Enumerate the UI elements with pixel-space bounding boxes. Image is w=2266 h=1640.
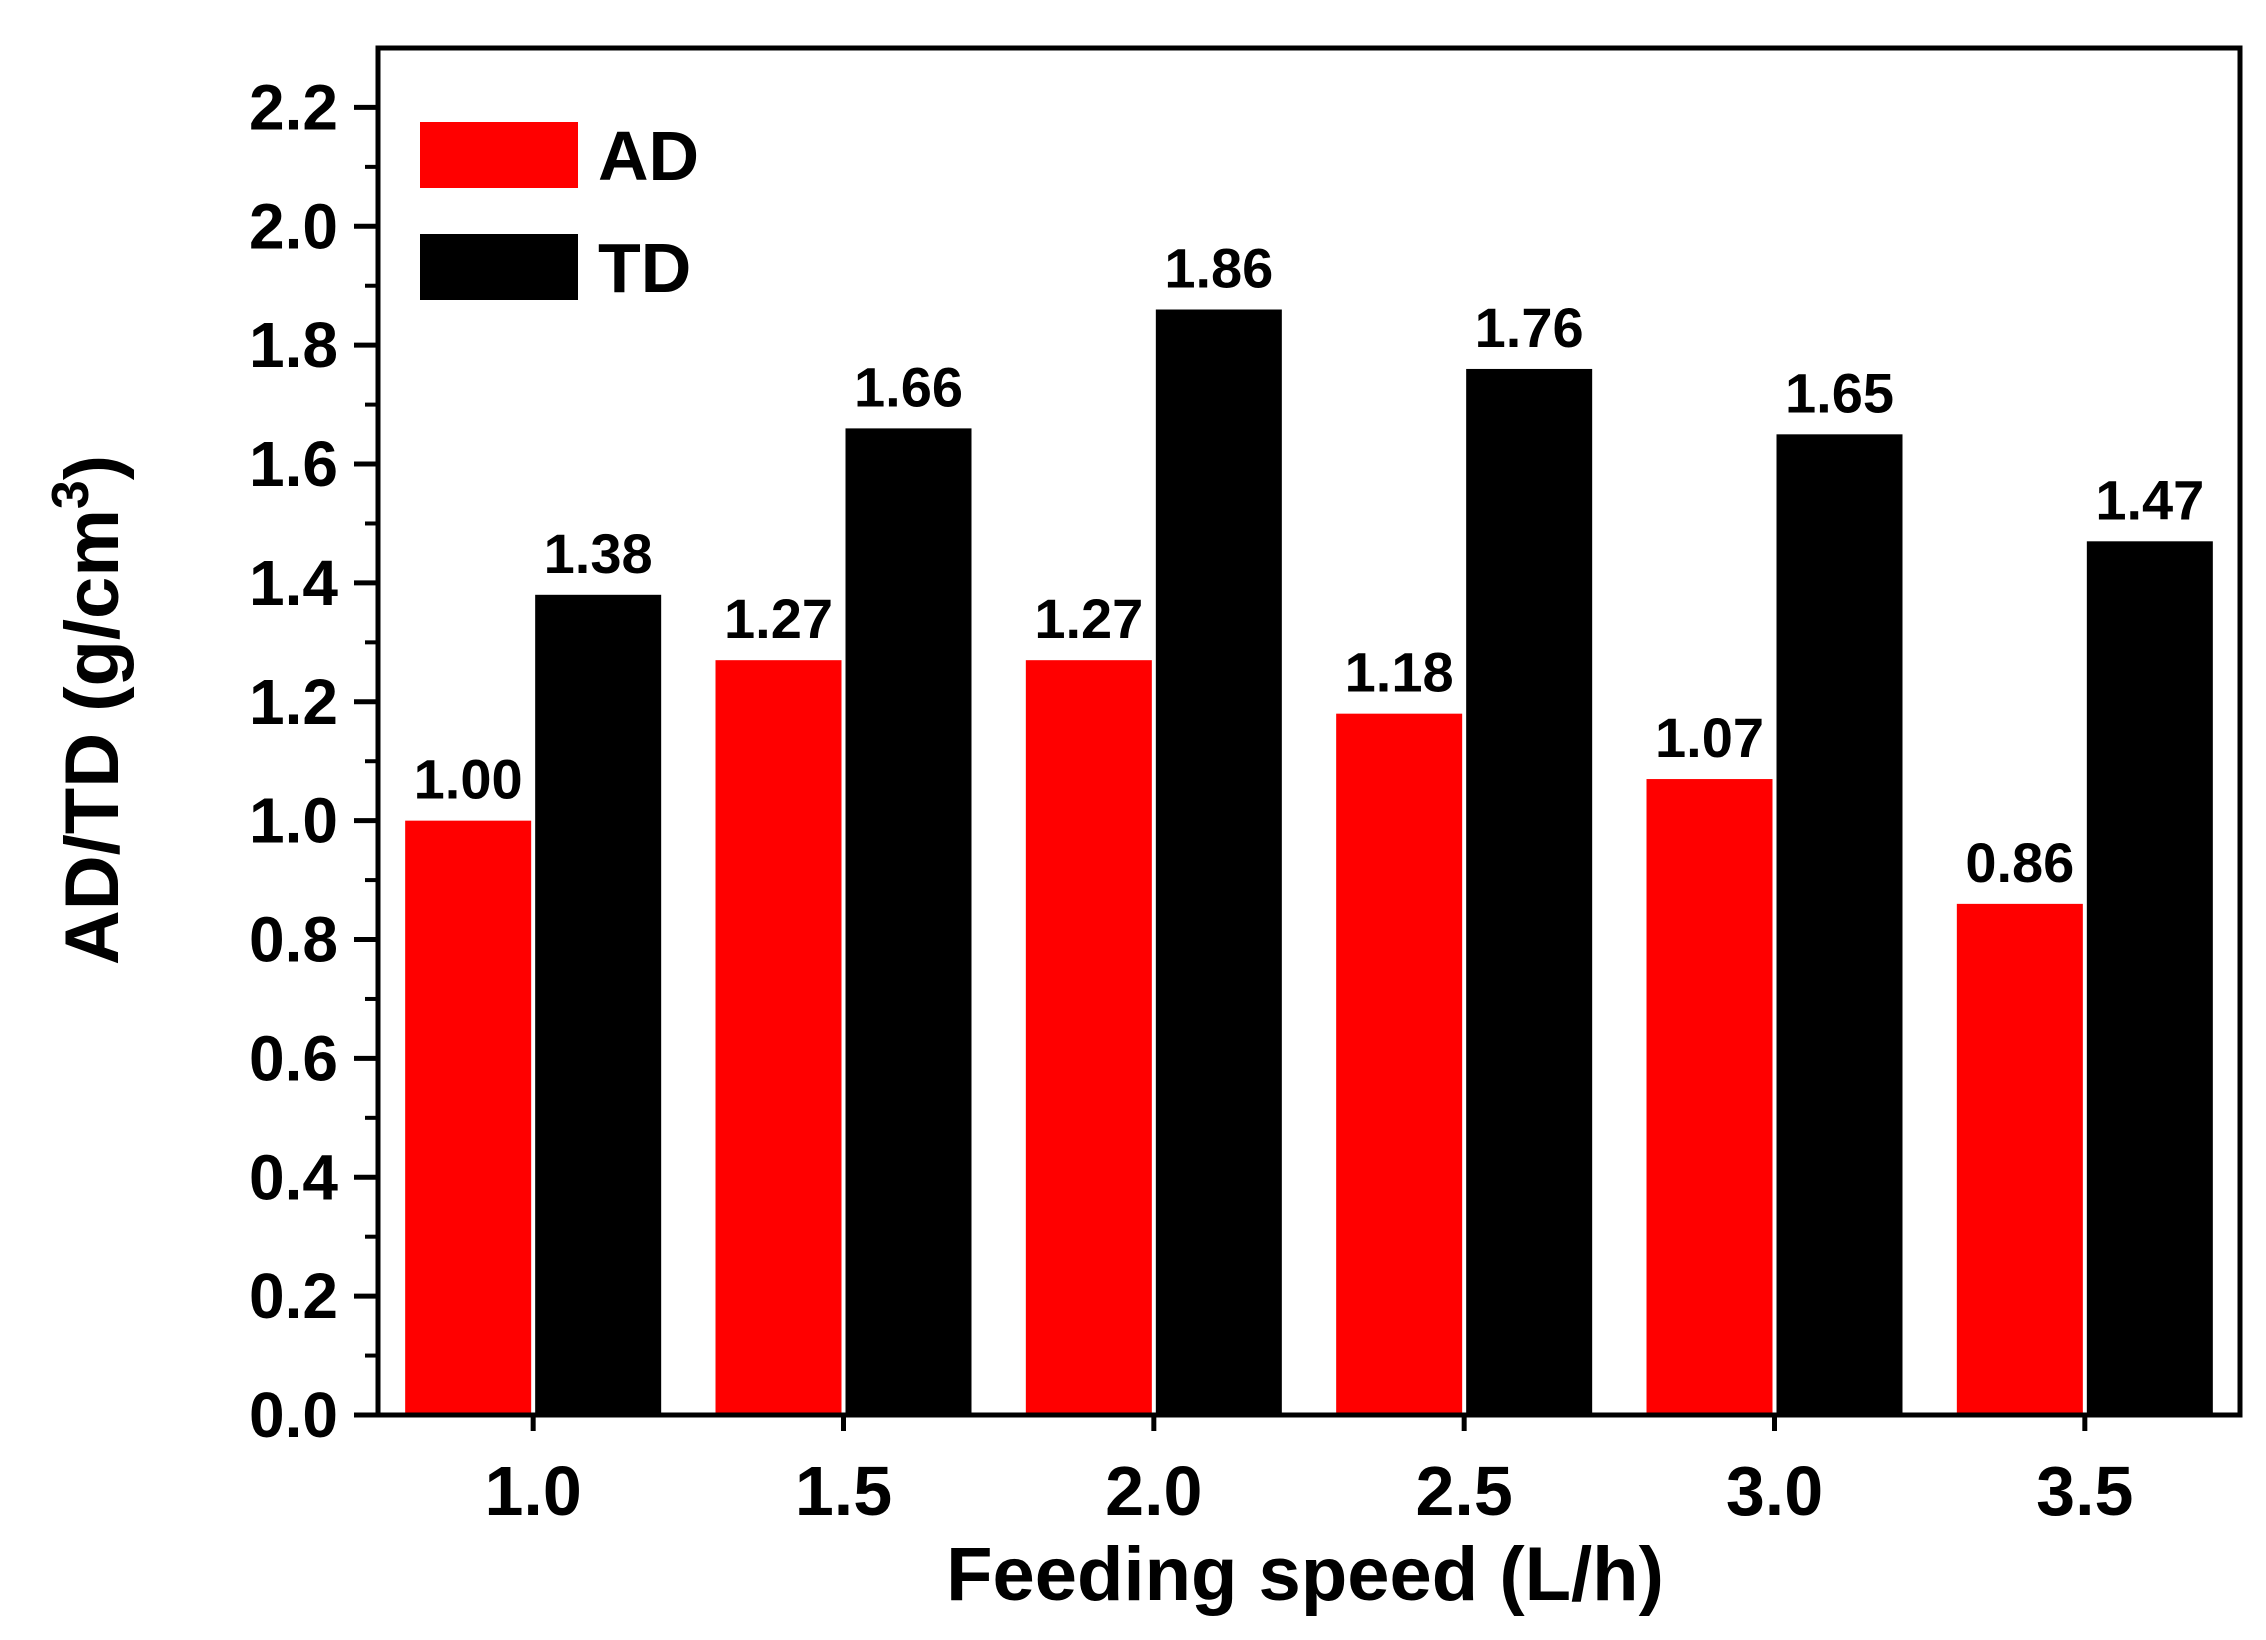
bar-ad-3.0 (1646, 779, 1773, 1415)
legend-label-ad: AD (598, 117, 699, 195)
data-label-td-2.5: 1.76 (1475, 296, 1584, 359)
bar-ad-2.5 (1336, 713, 1463, 1415)
bar-ad-1.5 (715, 660, 842, 1415)
y-axis-title-close: ) (50, 455, 135, 480)
data-label-ad-1.5: 1.27 (724, 587, 833, 650)
legend-label-td: TD (598, 229, 691, 307)
legend-swatch-td (420, 234, 578, 300)
y-tick-label-0.8: 0.8 (249, 904, 338, 976)
data-label-ad-3.5: 0.86 (1965, 831, 2074, 894)
data-label-ad-3.0: 1.07 (1655, 706, 1764, 769)
x-tick-label-1.5: 1.5 (795, 1452, 892, 1530)
y-tick-label-0.4: 0.4 (249, 1141, 338, 1213)
bar-ad-1.0 (405, 820, 532, 1415)
x-tick-label-1.0: 1.0 (485, 1452, 582, 1530)
y-tick-label-2.2: 2.2 (249, 71, 338, 143)
y-axis-title: AD/TD (g/cm3) (42, 455, 135, 965)
data-label-td-1.5: 1.66 (854, 355, 963, 418)
bar-td-2.0 (1155, 309, 1282, 1415)
bar-ad-3.5 (1956, 903, 2083, 1415)
x-tick-label-2.0: 2.0 (1105, 1452, 1202, 1530)
y-tick-label-1.8: 1.8 (249, 309, 338, 381)
x-tick-label-3.0: 3.0 (1726, 1452, 1823, 1530)
axes-layer: 1.0 1.5 2.0 2.5 3.0 3.5 0.0 0.2 0.4 0.6 0.8 1.0 1.2 1… (249, 45, 2243, 1530)
data-label-td-3.0: 1.65 (1785, 361, 1894, 424)
y-tick-label-0.2: 0.2 (249, 1260, 338, 1332)
y-tick-label-2.0: 2.0 (249, 190, 338, 262)
legend-swatch-ad (420, 122, 578, 188)
plot-frame (375, 45, 2243, 1418)
legend: AD TD (420, 117, 699, 307)
bar-td-3.5 (2086, 541, 2213, 1415)
bar-td-1.0 (535, 594, 662, 1415)
y-tick-label-0.0: 0.0 (249, 1379, 338, 1451)
bar-td-1.5 (845, 428, 972, 1416)
bar-td-3.0 (1776, 434, 1903, 1416)
y-tick-label-1.6: 1.6 (249, 428, 338, 500)
data-label-ad-2.0: 1.27 (1034, 587, 1143, 650)
bar-td-2.5 (1466, 368, 1593, 1416)
data-label-td-2.0: 1.86 (1164, 237, 1273, 300)
x-tick-label-3.5: 3.5 (2036, 1452, 2133, 1530)
y-tick-label-0.6: 0.6 (249, 1022, 338, 1094)
bar-ad-2.0 (1025, 660, 1152, 1415)
y-axis-title-superscript: 3 (42, 480, 100, 509)
x-axis-title: Feeding speed (L/h) (946, 1532, 1664, 1617)
data-labels-layer: 1.00 1.38 1.27 1.66 1.27 1.86 1.18 1.76 1.07 1.65… (414, 237, 2205, 894)
data-label-td-1.0: 1.38 (544, 522, 653, 585)
bars-layer (405, 309, 2213, 1416)
y-axis-title-main: AD/TD (g/cm (50, 509, 135, 965)
data-label-ad-2.5: 1.18 (1345, 641, 1454, 704)
x-tick-label-2.5: 2.5 (1416, 1452, 1513, 1530)
y-tick-label-1.2: 1.2 (249, 666, 338, 738)
y-tick-label-1.4: 1.4 (249, 547, 338, 619)
data-label-td-3.5: 1.47 (2095, 468, 2204, 531)
y-tick-label-1.0: 1.0 (249, 785, 338, 857)
data-label-ad-1.0: 1.00 (414, 748, 523, 811)
